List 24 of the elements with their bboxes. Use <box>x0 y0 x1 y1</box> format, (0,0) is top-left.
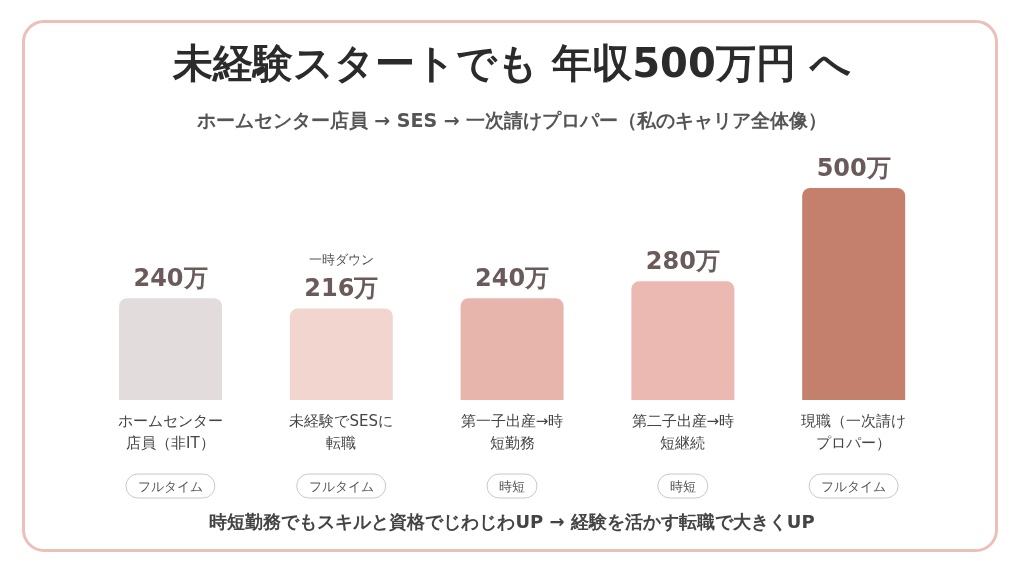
bar <box>631 281 735 400</box>
bar <box>460 298 564 400</box>
text: フルタイム <box>308 479 374 494</box>
annotation: 一時ダウン <box>308 252 374 268</box>
bar <box>289 308 393 400</box>
data-label: 240万 <box>475 264 550 293</box>
text: フルタイム <box>137 479 203 494</box>
data-label: 240万 <box>133 264 208 293</box>
text: 時短勤務でもスキルと資格でじわじわUP → 経験を活かす転職で大きくUP <box>208 510 816 534</box>
chart-subtitle: ホームセンター店員 → SES → 一次請けプロパー（私のキャリア全体像） <box>195 108 829 133</box>
x-tick-label: 第一子出産→時短勤務 <box>459 411 565 454</box>
bar <box>802 188 906 400</box>
text: フルタイム <box>821 479 887 494</box>
text: 時短 <box>669 479 696 494</box>
chart-title: 未経験スタートでも 年収500万円 へ <box>171 39 852 88</box>
text: 時短 <box>499 479 525 494</box>
x-tick-label: 未経験でSESに転職 <box>288 411 394 454</box>
data-label: 280万 <box>645 247 720 276</box>
x-tick-label: 現職（一次請けプロパー） <box>800 411 908 454</box>
data-label: 500万 <box>816 154 891 182</box>
data-label: 216万 <box>304 274 379 303</box>
bar <box>119 298 222 400</box>
x-tick-label: ホームセンター店員（非IT） <box>116 411 224 454</box>
x-tick-label: 第二子出産→時短継続 <box>630 411 736 454</box>
